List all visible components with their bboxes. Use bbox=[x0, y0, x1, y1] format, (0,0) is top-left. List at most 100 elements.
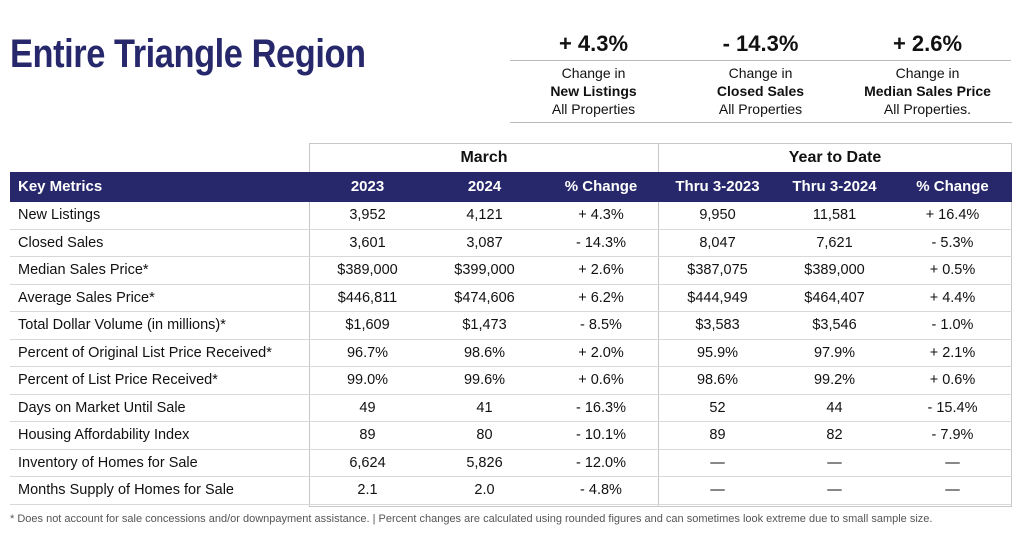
metric-value: 4,121 bbox=[466, 207, 503, 223]
table-row: Days on Market Until Sale 49 41 - 16.3% 52 44… bbox=[10, 395, 1012, 422]
summary-line1: Change in bbox=[728, 65, 793, 81]
summary-panel: + 4.3% Change in New Listings All Proper… bbox=[510, 30, 1012, 124]
metric-value: 52 bbox=[709, 399, 726, 416]
metric-value: 2.0 bbox=[474, 482, 495, 498]
metric-value: — bbox=[945, 454, 960, 471]
metric-value: $3,583 bbox=[695, 317, 740, 333]
metric-value: 5,826 bbox=[466, 454, 503, 471]
table-row: Housing Affordability Index 89 80 - 10.1% 89… bbox=[10, 422, 1012, 450]
metric-value: — bbox=[827, 482, 842, 498]
metric-name: Housing Affordability Index bbox=[18, 427, 190, 443]
metric-name: Total Dollar Volume (in millions)* bbox=[18, 317, 226, 333]
metric-name: Median Sales Price* bbox=[18, 262, 149, 278]
column-header: Key Metrics bbox=[18, 178, 103, 195]
summary-line2: Median Sales Price bbox=[864, 83, 991, 99]
metric-value: 97.9% bbox=[813, 344, 856, 361]
metric-name: Days on Market Until Sale bbox=[18, 399, 186, 416]
summary-pct: + 2.6% bbox=[892, 31, 963, 56]
metric-value: 96.7% bbox=[346, 344, 389, 361]
metric-value: + 6.2% bbox=[578, 289, 624, 306]
metric-value: + 2.1% bbox=[929, 344, 976, 361]
metric-value: $3,546 bbox=[812, 317, 857, 333]
metric-value: 6,624 bbox=[349, 454, 386, 471]
metric-value: 99.2% bbox=[813, 372, 856, 388]
table-row: Average Sales Price* $446,811 $474,606 + 6.… bbox=[10, 285, 1012, 312]
metric-value: — bbox=[710, 482, 725, 498]
metric-value: 99.0% bbox=[346, 372, 389, 388]
metric-value: 11,581 bbox=[812, 207, 857, 223]
table-row: Total Dollar Volume (in millions)* $1,609… bbox=[10, 312, 1012, 340]
table-row: Closed Sales 3,601 3,087 - 14.3% 8,047 7,621 -… bbox=[10, 230, 1012, 257]
summary-line3: All Properties. bbox=[883, 101, 972, 117]
metric-value: - 12.0% bbox=[576, 454, 626, 471]
metric-value: 9,950 bbox=[699, 207, 736, 223]
metric-value: 8,047 bbox=[699, 234, 736, 251]
metric-value: - 14.3% bbox=[576, 234, 626, 251]
metric-value: + 4.3% bbox=[578, 207, 624, 223]
table-row: New Listings 3,952 4,121 + 4.3% 9,950 11,581 +… bbox=[10, 202, 1012, 230]
summary-line2: Closed Sales bbox=[716, 83, 805, 99]
metric-value: + 4.4% bbox=[929, 289, 976, 306]
metric-value: - 5.3% bbox=[931, 234, 974, 251]
table-row: Months Supply of Homes for Sale 2.1 2.0 - 4… bbox=[10, 477, 1012, 505]
column-header: 2023 bbox=[350, 178, 385, 195]
summary-line3: All Properties bbox=[718, 101, 803, 117]
page-title: Entire Triangle Region bbox=[10, 32, 366, 76]
metric-value: 49 bbox=[359, 399, 376, 416]
metric-value: + 16.4% bbox=[925, 207, 980, 223]
metric-name: Percent of Original List Price Received* bbox=[18, 344, 272, 361]
metric-value: + 0.6% bbox=[578, 372, 624, 388]
metric-value: - 7.9% bbox=[931, 427, 974, 443]
summary-label: Change in New Listings All Properties bbox=[510, 64, 677, 118]
table-row: Percent of Original List Price Received*… bbox=[10, 340, 1012, 367]
metric-name: Average Sales Price* bbox=[18, 289, 155, 306]
metric-value: + 0.5% bbox=[929, 262, 976, 278]
summary-line1: Change in bbox=[895, 65, 960, 81]
table-row: Median Sales Price* $389,000 $399,000 + 2.6… bbox=[10, 257, 1012, 285]
metric-value: - 4.8% bbox=[580, 482, 622, 498]
summary-line3: All Properties bbox=[551, 101, 636, 117]
summary-label: Change in Closed Sales All Properties bbox=[677, 64, 844, 118]
metric-value: 89 bbox=[359, 427, 376, 443]
metric-value: - 8.5% bbox=[580, 317, 622, 333]
metric-value: $474,606 bbox=[454, 289, 515, 306]
column-header: % Change bbox=[564, 178, 638, 195]
column-header: Thru 3-2023 bbox=[675, 178, 760, 195]
metric-value: 7,621 bbox=[816, 234, 853, 251]
metric-value: $399,000 bbox=[454, 262, 515, 278]
ytd-group-border bbox=[658, 143, 1012, 507]
metrics-table: March Year to Date Key Metrics 2023 2024… bbox=[10, 143, 1012, 507]
metric-value: $1,609 bbox=[345, 317, 390, 333]
footnote: * Does not account for sale concessions … bbox=[10, 513, 933, 525]
group-header-march: March bbox=[460, 149, 508, 166]
summary-closed-sales: - 14.3% Change in Closed Sales All Prope… bbox=[677, 30, 844, 118]
summary-label: Change in Median Sales Price All Propert… bbox=[844, 64, 1011, 118]
metric-value: 44 bbox=[826, 399, 843, 416]
table-header-row: Key Metrics 2023 2024 % Change Thru 3-20… bbox=[10, 172, 1012, 202]
metric-value: 95.9% bbox=[696, 344, 739, 361]
metric-value: 80 bbox=[476, 427, 493, 443]
summary-line2: New Listings bbox=[550, 83, 637, 99]
metric-value: 3,087 bbox=[466, 234, 503, 251]
metric-value: 2.1 bbox=[357, 482, 378, 498]
table-row: Inventory of Homes for Sale 6,624 5,826 - 1… bbox=[10, 450, 1012, 477]
metric-value: 82 bbox=[826, 427, 843, 443]
metric-value: $446,811 bbox=[337, 289, 398, 306]
metric-value: $444,949 bbox=[687, 289, 748, 306]
column-header: % Change bbox=[916, 178, 989, 195]
column-header: 2024 bbox=[467, 178, 502, 195]
summary-pct: + 4.3% bbox=[558, 31, 629, 56]
metric-value: $389,000 bbox=[337, 262, 398, 278]
summary-median-price: + 2.6% Change in Median Sales Price All … bbox=[844, 30, 1011, 118]
metric-value: — bbox=[827, 454, 842, 471]
metric-name: Months Supply of Homes for Sale bbox=[18, 482, 234, 498]
table-row: Percent of List Price Received* 99.0% 99.6… bbox=[10, 367, 1012, 395]
metric-value: - 10.1% bbox=[576, 427, 626, 443]
metric-value: $464,407 bbox=[804, 289, 865, 306]
metric-name: Percent of List Price Received* bbox=[18, 372, 218, 388]
metric-value: + 0.6% bbox=[929, 372, 976, 388]
summary-new-listings: + 4.3% Change in New Listings All Proper… bbox=[510, 30, 677, 118]
metric-value: 3,601 bbox=[349, 234, 386, 251]
group-header-ytd: Year to Date bbox=[788, 149, 882, 166]
metric-value: - 16.3% bbox=[576, 399, 626, 416]
